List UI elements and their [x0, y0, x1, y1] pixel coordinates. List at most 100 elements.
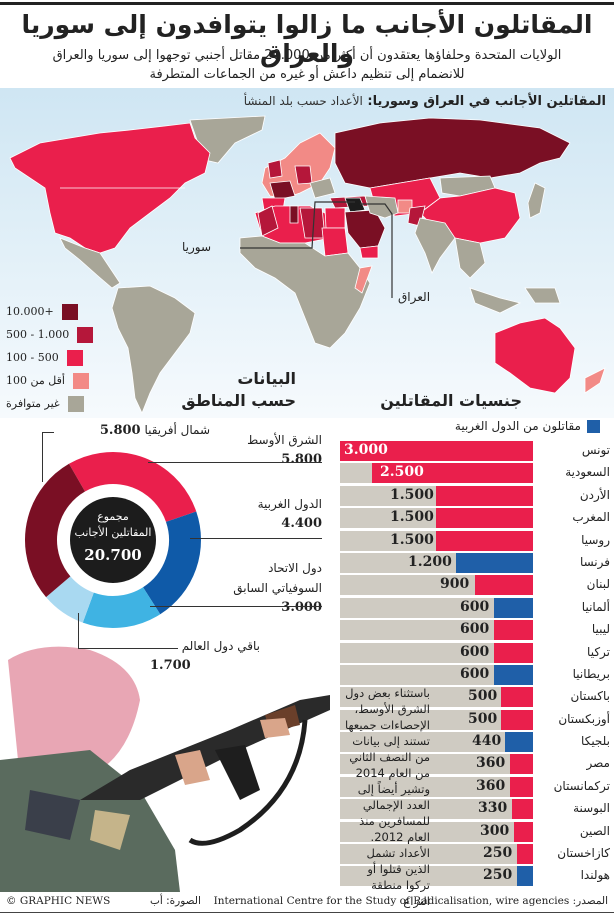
region-name: شمال أفريقيا — [144, 423, 210, 437]
regions-title-line-1: البيانات — [237, 369, 296, 388]
bar-row: 250 هولندا — [340, 866, 614, 888]
bar-row: 900 لبنان — [340, 575, 614, 597]
callout-iraq: العراق — [398, 290, 431, 304]
leader-line — [42, 432, 43, 482]
legend-item: أقل من 100 — [6, 369, 100, 392]
methodology-note: باستثناء بعض دول الشرق الأوسط، الإحصاءات… — [344, 686, 430, 908]
region-value: 5.800 — [281, 452, 322, 467]
legend-label: غير متوافرة — [6, 397, 60, 410]
photo-credit: الصورة: أب — [150, 895, 201, 907]
bar-country: تركيا — [587, 644, 610, 659]
region-name-line-1: دول الاتحاد — [268, 561, 322, 575]
bar-row: 1.500 روسيا — [340, 530, 614, 553]
bar-country: كازاخستان — [557, 846, 610, 861]
bar-value: 250 — [483, 867, 513, 884]
fighter-photo — [0, 640, 335, 892]
bar-row: 1.200 فرنسا — [340, 552, 614, 575]
bar-country: بريطانيا — [572, 666, 610, 681]
western-fighters-legend: مقاتلون من الدول الغربية — [455, 419, 600, 433]
bar-value: 600 — [460, 621, 490, 638]
legend-swatch — [67, 395, 84, 412]
bar-value: 440 — [472, 733, 502, 750]
legend-item: +10.000 — [6, 300, 100, 323]
bar-country: باكستان — [570, 689, 610, 704]
bar-value: 330 — [478, 800, 508, 817]
nationalities-title: جنسيات المقاتلين — [380, 391, 522, 410]
bar-country: بلجيكا — [581, 734, 610, 749]
region-name-line-2: السوفياتي السابق — [233, 581, 322, 595]
bottom-rule — [0, 912, 614, 913]
legend-item: 1.000 - 500 — [6, 323, 100, 346]
fighter-with-rifle-image — [0, 646, 330, 892]
leader-line — [150, 606, 322, 607]
total-value: 20.700 — [84, 546, 142, 564]
bar-value: 1.500 — [390, 531, 434, 548]
bar-value: 600 — [460, 598, 490, 615]
donut-total: مجموع المقاتلين الأجانب 20.700 — [70, 497, 156, 583]
region-name: الدول الغربية — [257, 497, 322, 511]
bar-value: 600 — [460, 665, 490, 682]
callout-syria: سوريا — [182, 240, 212, 254]
legend-label: +10.000 — [6, 305, 54, 318]
legend-swatch — [77, 326, 94, 343]
legend-label: 500 - 100 — [6, 351, 59, 364]
bar-row: 3.000 تونس — [340, 441, 614, 463]
regions-donut-chart: مجموع المقاتلين الأجانب 20.700 — [18, 445, 208, 635]
leader-line — [42, 432, 54, 433]
regions-title-line-2: حسب المناطق — [181, 391, 296, 410]
bar-value: 300 — [480, 822, 510, 839]
regions-title: البيانات حسب المناطق — [156, 368, 296, 412]
bar-country: مصر — [586, 756, 610, 771]
bar-country: البوسنة — [573, 801, 610, 816]
region-value: 5.800 — [99, 423, 141, 438]
map-title-main: المقاتلين الأجانب في العراق وسوريا: — [367, 94, 606, 109]
legend-item: 500 - 100 — [6, 346, 100, 369]
bar-value: 1.500 — [390, 486, 434, 503]
world-map: المقاتلين الأجانب في العراق وسوريا: الأع… — [0, 88, 614, 418]
bar-value: 500 — [468, 710, 498, 727]
total-label-1: مجموع — [97, 510, 129, 523]
leader-line — [148, 462, 322, 463]
bar-row: 600 بريطانيا — [340, 664, 614, 687]
bar-country: فرنسا — [579, 554, 610, 569]
world-map-graphic — [9, 115, 606, 415]
page-subtitle: الولايات المتحدة وحلفاؤها يعتقدون أن أكث… — [20, 46, 594, 84]
map-legend: +10.000 1.000 - 500 500 - 100 أقل من 100… — [6, 300, 100, 415]
leader-line — [190, 538, 322, 539]
bar-row: 600 تركيا — [340, 642, 614, 665]
bar-country: الأردن — [579, 487, 610, 502]
region-name: الشرق الأوسط — [247, 433, 322, 447]
leader-line — [78, 648, 178, 649]
bar-row: 1.500 الأردن — [340, 485, 614, 508]
page-title: المقاتلون الأجانب ما زالوا يتوافدون إلى … — [21, 10, 593, 68]
subtitle-line-1: الولايات المتحدة وحلفاؤها يعتقدون أن أكث… — [52, 48, 562, 63]
bar-value: 360 — [476, 777, 506, 794]
bar-value: 2.500 — [380, 464, 424, 481]
bar-value: 250 — [483, 845, 513, 862]
region-label-western: الدول الغربية 4.400 — [190, 494, 322, 534]
bar-country: هولندا — [580, 868, 610, 883]
legend-label: أقل من 100 — [6, 374, 65, 387]
legend-swatch — [66, 349, 83, 366]
bar-row: 360 تركمانستان — [340, 776, 614, 799]
bar-value: 1.200 — [408, 553, 452, 570]
subtitle-line-2: للانضمام إلى تنظيم داعش أو غيره من الجما… — [149, 67, 465, 82]
region-value: 3.000 — [281, 600, 322, 615]
bar-country: ألمانيا — [581, 599, 610, 614]
bar-value: 900 — [440, 576, 470, 593]
bar-country: ليبيا — [591, 622, 610, 637]
total-label-2: المقاتلين الأجانب — [74, 526, 152, 539]
leader-line — [78, 613, 79, 649]
legend-swatch — [72, 372, 89, 389]
top-rule — [0, 2, 614, 5]
footer: © GRAPHIC NEWS الصورة: أب المصدر: Intern… — [0, 893, 614, 911]
bar-row: 330 البوسنة — [340, 799, 614, 821]
legend-label: 1.000 - 500 — [6, 328, 70, 341]
bar-country: تونس — [581, 443, 610, 457]
region-label-middle-east: الشرق الأوسط 5.800 — [190, 430, 322, 470]
bar-country: لبنان — [586, 577, 610, 592]
region-label-north-africa: شمال أفريقيا 5.800 — [70, 420, 210, 441]
bar-row: 300 الصين — [340, 821, 614, 844]
bar-country: الصين — [579, 823, 610, 838]
western-legend-label: مقاتلون من الدول الغربية — [454, 419, 581, 433]
